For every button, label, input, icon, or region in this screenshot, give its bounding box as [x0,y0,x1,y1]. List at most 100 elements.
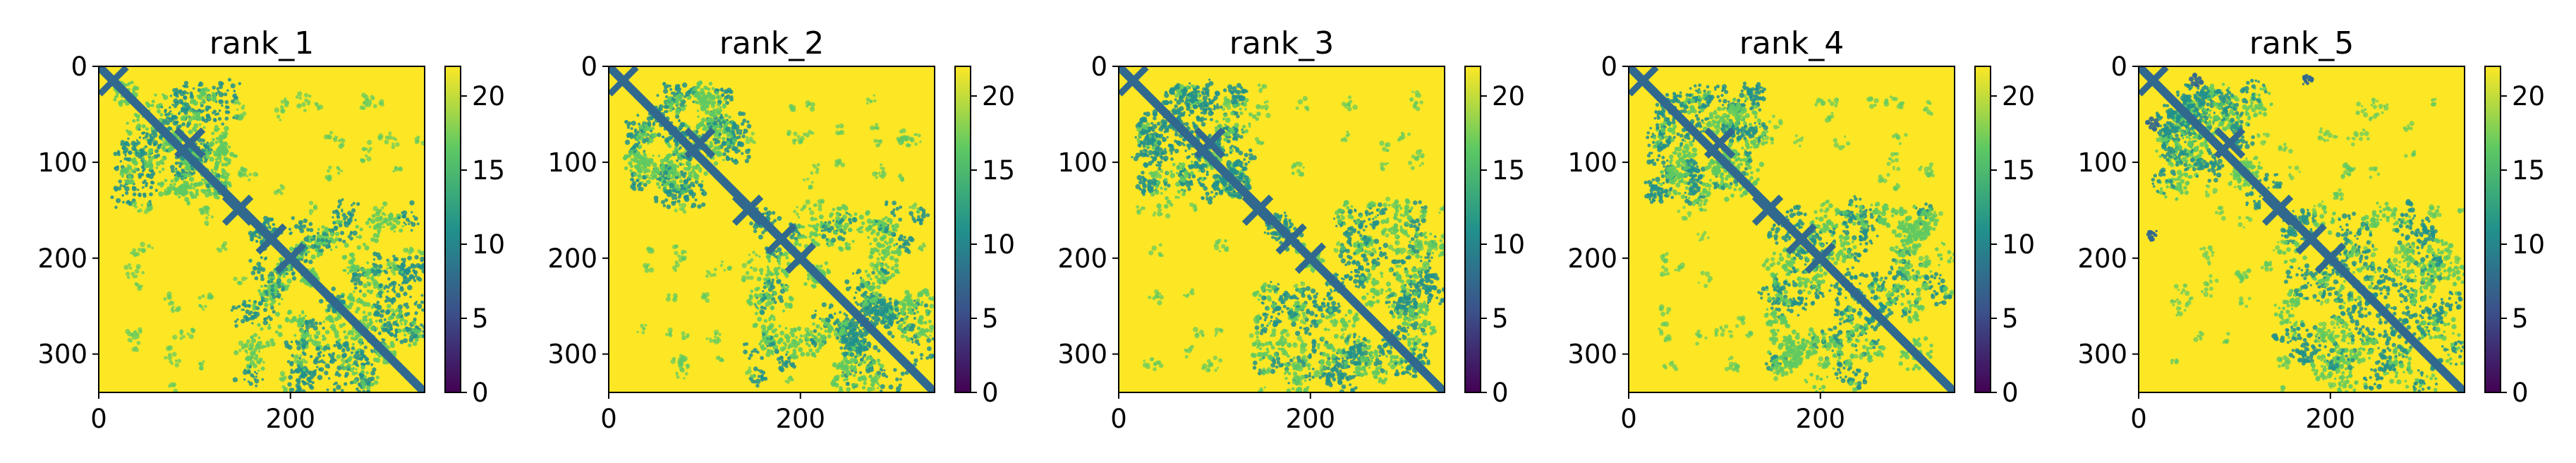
heatmap-cell [205,155,210,160]
heatmap-cell [877,349,881,353]
heatmap-cell [205,144,210,150]
heatmap-cell [127,331,133,337]
heatmap-cell [245,356,250,361]
heatmap-cell [238,280,243,286]
heatmap-cell [887,315,892,320]
heatmap-cell [324,330,330,335]
heatmap-cell [859,277,863,279]
heatmap-cell [331,286,336,291]
heatmap-cell [171,169,176,174]
heatmap-cell [777,266,781,270]
heatmap-cell [856,303,860,306]
heatmap-cell [188,129,193,135]
heatmap-cell [363,272,368,277]
heatmap-cell [370,349,373,352]
heatmap-cell [116,198,121,203]
heatmap-cell [399,339,404,344]
heatmap-cell [353,360,358,366]
heatmap-cell [727,150,730,153]
heatmap-cell [368,225,372,229]
heatmap-diagonal [99,66,425,392]
heatmap-cell [875,305,880,308]
heatmap-cell [899,327,903,332]
heatmap-cell [885,241,889,246]
heatmap-cell [242,303,246,307]
heatmap-cell [873,223,876,227]
heatmap-cell [300,342,307,348]
heatmap-cell [162,95,169,100]
heatmap-cell [315,330,321,336]
heatmap-cell [201,92,207,98]
heatmap-cell [245,351,249,354]
heatmap-cell [853,359,857,363]
heatmap-cell [358,289,363,293]
heatmap-cell [298,320,305,327]
heatmap-cell [174,191,180,196]
heatmap-cell [283,98,288,103]
heatmap-cell [700,122,705,126]
heatmap-cell [255,372,258,375]
heatmap-cell [684,124,688,128]
heatmap-cell [669,108,673,112]
heatmap-cell [300,258,304,261]
heatmap-cell [125,169,130,174]
heatmap-cell [815,348,820,354]
heatmap-cell [332,351,336,356]
heatmap-cell [207,214,210,217]
heatmap-cell [243,378,246,381]
heatmap-cell [288,375,293,380]
heatmap-cell [122,184,126,188]
heatmap-cell [145,127,150,131]
heatmap-cell [252,306,257,311]
heatmap-cell [212,92,217,97]
heatmap-cell [662,187,666,190]
heatmap-cell [141,152,144,155]
heatmap-cell [359,227,363,232]
heatmap-cell [401,282,404,285]
heatmap-cell [149,135,153,139]
heatmap-cell [218,80,224,86]
heatmap-cell [894,263,899,268]
heatmap-cell [392,254,396,258]
colorbar-tick-label: 15 [472,155,505,186]
heatmap-cell [813,313,817,317]
heatmap-cell [416,222,420,226]
heatmap-cell [248,342,255,349]
heatmap-cell [256,261,262,267]
heatmap-cell [744,158,750,164]
heatmap-cell [327,169,331,173]
heatmap-cell [652,121,656,125]
heatmap-cell [338,238,343,242]
heatmap-cell [813,233,818,238]
heatmap-cell [327,347,331,351]
heatmap-cell [850,361,853,364]
heatmap-cell [866,308,872,313]
heatmap-cell [268,323,271,326]
heatmap-cell [397,216,401,220]
heatmap-cell [788,296,793,300]
heatmap-cell [818,233,822,236]
heatmap-cell [232,154,237,158]
heatmap-cell [288,227,292,231]
heatmap-cell [314,340,319,344]
heatmap-cell [676,159,679,162]
heatmap-cell [312,238,316,241]
heatmap-cell [189,95,195,100]
heatmap-cell [372,258,376,261]
heatmap-cell [850,324,856,330]
heatmap-cell [796,223,802,229]
heatmap-cell [309,385,315,390]
heatmap-cell [171,351,177,357]
heatmap-cell [302,368,307,372]
heatmap-cell [398,284,401,287]
heatmap-cell [145,132,149,136]
heatmap-cell [212,97,217,102]
heatmap-cell [332,221,336,225]
heatmap-cell [183,173,188,178]
heatmap-cell [366,156,372,162]
heatmap-cell [400,323,403,325]
heatmap-cell [258,301,263,306]
heatmap-cell [234,323,238,328]
heatmap-cell [849,214,853,217]
heatmap-cell [767,267,770,270]
